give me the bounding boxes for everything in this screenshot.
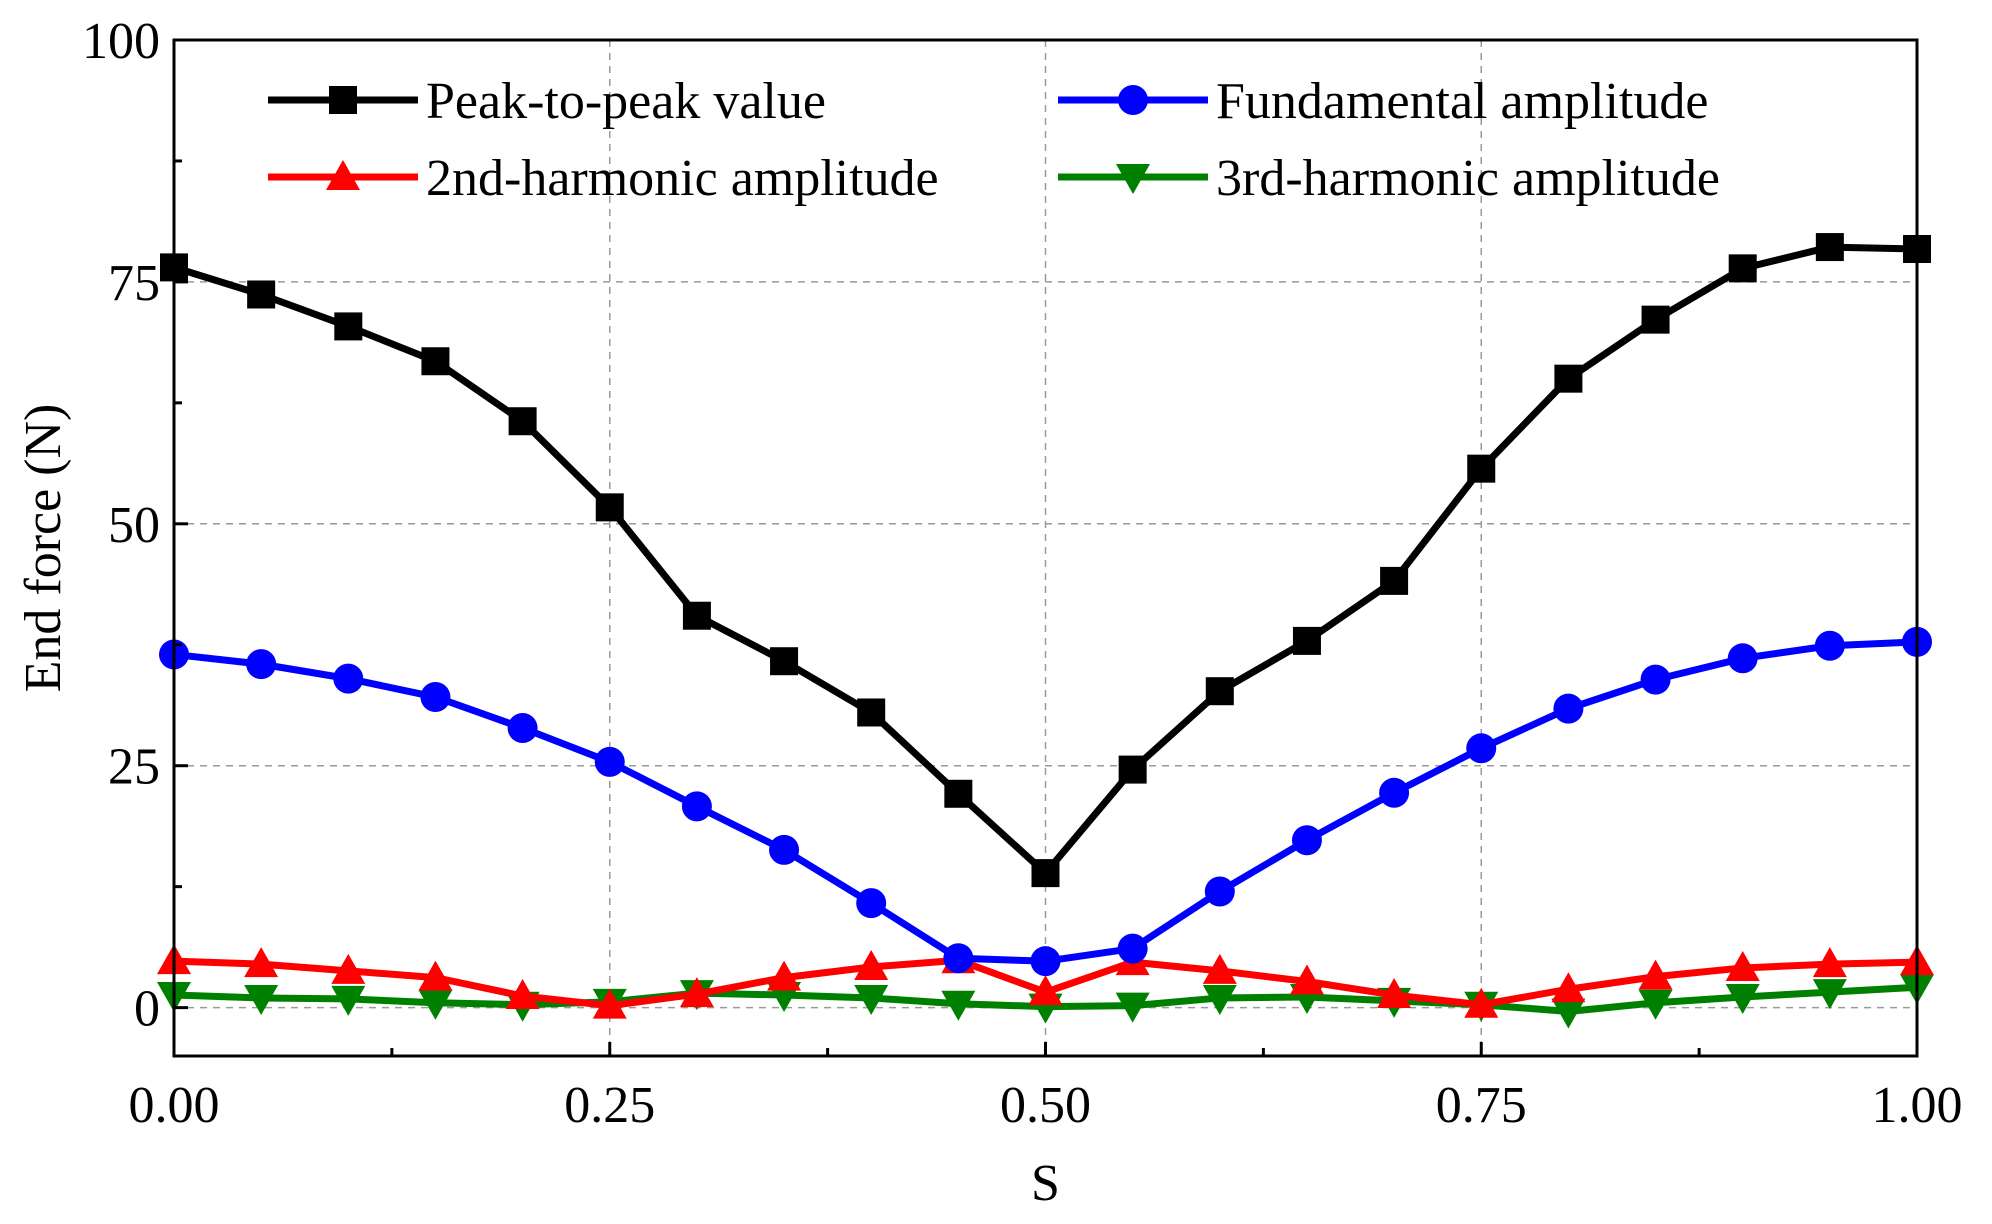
data-point: [1814, 630, 1845, 661]
data-point: [594, 746, 625, 777]
legend-label: 2nd-harmonic amplitude: [426, 150, 939, 207]
x-tick-label: 0.00: [129, 1077, 220, 1134]
data-point: [1551, 972, 1586, 1003]
data-point: [595, 493, 624, 522]
data-point: [1554, 364, 1583, 393]
data-point: [1202, 984, 1237, 1015]
data-point: [944, 779, 973, 808]
data-point: [1641, 305, 1670, 334]
data-point: [421, 347, 450, 376]
data-point: [1202, 953, 1237, 984]
data-point: [420, 682, 451, 713]
data-point: [1205, 677, 1234, 706]
data-point: [941, 990, 976, 1021]
data-point: [334, 312, 363, 341]
legend-swatch-marker: [1118, 85, 1148, 115]
axes: 0.00 0.25 0.50 0.75 1.00 0 25 50 75 100: [82, 13, 1963, 1134]
y-tick-label: 50: [108, 497, 160, 554]
legend-swatch-marker: [326, 160, 360, 190]
data-point: [681, 791, 712, 822]
x-tick-label: 0.75: [1436, 1077, 1527, 1134]
data-point: [1031, 859, 1060, 888]
y-tick-label: 0: [134, 981, 160, 1038]
data-point: [247, 280, 276, 309]
data-point: [1728, 254, 1757, 283]
data-point: [679, 977, 714, 1008]
data-point: [943, 943, 974, 974]
data-point: [769, 834, 800, 865]
data-point: [1118, 755, 1147, 784]
legend-item: Fundamental amplitude: [1058, 73, 1708, 130]
data-point: [1291, 825, 1322, 856]
legend-swatch-marker: [329, 86, 357, 114]
data-point: [507, 712, 538, 743]
x-tick-label: 1.00: [1872, 1077, 1963, 1134]
data-point: [1727, 643, 1758, 674]
data-point: [1725, 950, 1760, 981]
data-point: [854, 949, 889, 980]
data-point: [770, 647, 799, 676]
data-point: [592, 988, 627, 1019]
legend-label: 3rd-harmonic amplitude: [1216, 150, 1720, 207]
data-point: [1815, 233, 1844, 262]
data-point: [246, 649, 277, 680]
y-tick-label: 75: [108, 255, 160, 312]
data-point: [333, 663, 364, 694]
data-point: [418, 989, 453, 1020]
data-point: [1117, 933, 1148, 964]
data-point: [244, 947, 279, 978]
data-point: [505, 979, 540, 1010]
y-tick-label: 25: [108, 739, 160, 796]
x-tick-label: 0.25: [564, 1077, 655, 1134]
data-point: [1289, 964, 1324, 995]
data-point: [418, 960, 453, 991]
data-point: [508, 407, 537, 436]
data-point: [331, 953, 366, 984]
legend-label: Peak-to-peak value: [426, 73, 826, 130]
data-point: [1812, 979, 1847, 1010]
data-point: [1464, 987, 1499, 1018]
legend: Peak-to-peak value Fundamental amplitude 2…: [268, 73, 1720, 207]
data-point: [1115, 992, 1150, 1023]
y-axis-label: End force (N): [15, 404, 72, 693]
data-point: [1380, 566, 1409, 595]
data-point: [1028, 975, 1063, 1006]
data-point: [1640, 664, 1671, 695]
data-point: [1292, 626, 1321, 655]
data-point: [856, 888, 887, 919]
data-point: [682, 601, 711, 630]
data-point: [1553, 693, 1584, 724]
data-point: [1377, 978, 1412, 1009]
data-point: [244, 984, 279, 1015]
data-point: [1467, 454, 1496, 483]
data-point: [1204, 876, 1235, 907]
legend-item: Peak-to-peak value: [268, 73, 826, 130]
x-tick-label: 0.50: [1000, 1077, 1091, 1134]
data-point: [767, 960, 802, 991]
data-point: [1725, 983, 1760, 1014]
data-point: [1466, 733, 1497, 764]
data-point: [854, 984, 889, 1015]
data-point: [1812, 947, 1847, 978]
data-point: [1551, 998, 1586, 1029]
legend-swatch-marker: [1116, 164, 1150, 194]
data-point: [1379, 777, 1410, 808]
legend-item: 2nd-harmonic amplitude: [268, 150, 939, 207]
legend-item: 3rd-harmonic amplitude: [1058, 150, 1720, 207]
data-point: [1638, 959, 1673, 990]
x-axis-label: S: [1031, 1155, 1060, 1212]
y-tick-label: 100: [82, 13, 160, 70]
legend-label: Fundamental amplitude: [1216, 73, 1708, 130]
data-point: [1638, 989, 1673, 1020]
data-point: [857, 698, 886, 727]
data-point: [1030, 946, 1061, 977]
data-point: [331, 985, 366, 1016]
